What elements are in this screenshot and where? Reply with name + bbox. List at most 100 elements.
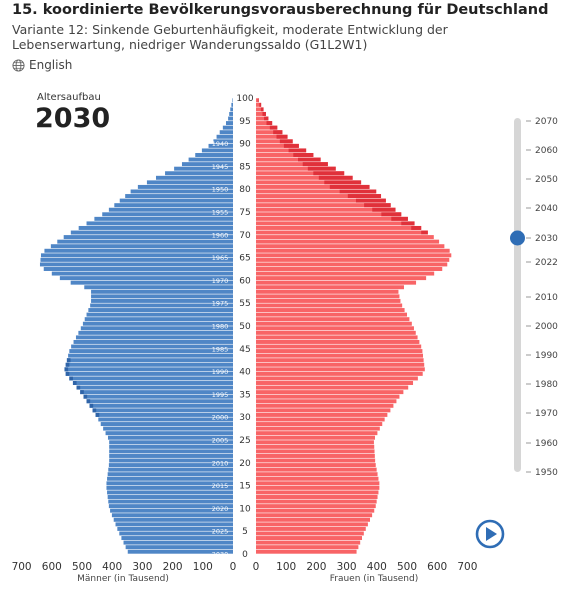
slider-year-label[interactable]: 1980 xyxy=(535,380,558,390)
female-excess-age-93 xyxy=(269,125,278,130)
female-bar-age-70 xyxy=(256,230,428,235)
female-bar-age-88 xyxy=(256,148,307,153)
male-bar-age-84 xyxy=(174,166,233,171)
female-bar-age-55 xyxy=(256,298,401,303)
female-bar-age-37 xyxy=(256,381,414,385)
male-bar-age-54 xyxy=(90,303,234,308)
age-tick-label: 75 xyxy=(239,208,250,218)
male-bar-age-47 xyxy=(75,335,234,340)
male-bar-age-41 xyxy=(65,362,233,367)
birth-year-label: 1960 xyxy=(212,231,229,239)
female-excess-age-74 xyxy=(381,212,402,217)
female-bar-age-0 xyxy=(256,549,357,554)
slider-year-label[interactable]: 2040 xyxy=(535,204,558,214)
female-bar-age-93 xyxy=(256,125,278,130)
male-excess-age-39 xyxy=(65,371,70,376)
female-bar-age-22 xyxy=(256,449,375,454)
slider-year-label[interactable]: 2022 xyxy=(535,258,558,268)
x-tick-label: 400 xyxy=(102,561,122,573)
female-bar-age-94 xyxy=(256,121,273,126)
year-slider[interactable]: 2070 2060 2050 2040 2030 2022 2010 2000 1990 1980… xyxy=(510,117,558,478)
slider-year-label[interactable]: 2070 xyxy=(535,117,558,127)
birth-year-label: 1990 xyxy=(212,368,229,376)
male-bar-age-32 xyxy=(89,403,233,408)
female-excess-age-94 xyxy=(266,121,273,126)
male-bar-age-19 xyxy=(108,463,233,468)
male-bar-age-24 xyxy=(109,440,233,445)
female-bar-age-85 xyxy=(256,162,328,167)
slider-year-label[interactable]: 1960 xyxy=(535,439,558,449)
female-bar-age-57 xyxy=(256,289,399,294)
female-bar-age-32 xyxy=(256,403,394,408)
slider-knob[interactable] xyxy=(510,230,525,246)
slider-year-label[interactable]: 2060 xyxy=(535,146,558,156)
female-bar-age-2 xyxy=(256,540,361,545)
male-bar-age-76 xyxy=(114,203,233,208)
female-bar-age-39 xyxy=(256,371,423,376)
female-excess-age-77 xyxy=(355,198,386,203)
male-excess-age-37 xyxy=(72,381,77,385)
birth-year-label: 1970 xyxy=(212,277,229,285)
male-bar-age-49 xyxy=(80,326,234,331)
male-bar-age-17 xyxy=(107,472,233,477)
age-tick-label: 80 xyxy=(239,185,251,195)
male-bar-age-10 xyxy=(108,504,233,509)
female-excess-age-78 xyxy=(347,194,382,199)
male-excess-age-31 xyxy=(92,408,97,413)
birth-year-label: 1980 xyxy=(212,323,229,331)
male-bar-age-16 xyxy=(107,476,233,481)
male-bar-age-34 xyxy=(83,394,233,399)
male-bar-age-95 xyxy=(228,116,233,121)
language-switch[interactable]: English xyxy=(12,58,72,72)
male-bar-age-4 xyxy=(119,531,233,536)
female-excess-age-89 xyxy=(283,143,299,148)
female-bar-age-75 xyxy=(256,207,396,212)
male-bar-age-45 xyxy=(71,344,234,349)
x-tick-label: 600 xyxy=(427,561,447,573)
slider-year-label[interactable]: 2010 xyxy=(535,293,558,303)
x-tick-label: 500 xyxy=(397,561,417,573)
female-bar-age-50 xyxy=(256,321,412,326)
male-bar-age-74 xyxy=(102,212,233,217)
female-excess-age-80 xyxy=(329,184,370,189)
female-bar-age-98 xyxy=(256,102,262,107)
female-bar-age-79 xyxy=(256,189,377,194)
age-tick-label: 35 xyxy=(239,390,250,400)
female-bar-age-58 xyxy=(256,285,404,290)
male-bar-age-62 xyxy=(43,267,233,271)
female-bar-age-62 xyxy=(256,267,443,271)
age-tick-label: 0 xyxy=(242,550,248,560)
male-bar-age-66 xyxy=(44,248,233,253)
x-tick-label: 0 xyxy=(253,561,260,573)
female-bar-age-25 xyxy=(256,435,375,440)
male-bar-age-86 xyxy=(188,157,233,162)
female-excess-age-75 xyxy=(372,207,396,212)
female-bar-age-81 xyxy=(256,180,362,185)
slider-year-label[interactable]: 1990 xyxy=(535,351,558,361)
female-bar-age-26 xyxy=(256,431,378,436)
slider-year-label[interactable]: 1970 xyxy=(535,409,558,419)
female-bars xyxy=(256,98,452,554)
slider-year-label[interactable]: 2030 xyxy=(535,234,558,244)
male-bar-age-1 xyxy=(125,545,233,550)
male-bar-age-77 xyxy=(119,198,233,203)
slider-year-label[interactable]: 2050 xyxy=(535,175,558,185)
female-bar-age-28 xyxy=(256,422,383,427)
male-bar-age-71 xyxy=(78,225,233,230)
play-button[interactable] xyxy=(475,519,505,549)
birth-year-label: 2030 xyxy=(212,551,229,559)
male-bar-age-67 xyxy=(50,244,234,249)
slider-year-label[interactable]: 2000 xyxy=(535,322,558,332)
female-bar-age-21 xyxy=(256,453,375,458)
male-bar-age-94 xyxy=(225,121,233,126)
female-excess-age-72 xyxy=(401,221,415,226)
age-tick-label: 55 xyxy=(239,299,250,309)
slider-year-label[interactable]: 1950 xyxy=(535,468,558,478)
male-bar-age-97 xyxy=(230,107,233,112)
male-bar-age-98 xyxy=(231,102,233,107)
female-bar-age-15 xyxy=(256,481,380,486)
slider-track[interactable] xyxy=(514,118,521,472)
male-excess-age-30 xyxy=(95,412,100,417)
female-bar-age-63 xyxy=(256,262,448,267)
male-bar-age-27 xyxy=(103,426,233,431)
